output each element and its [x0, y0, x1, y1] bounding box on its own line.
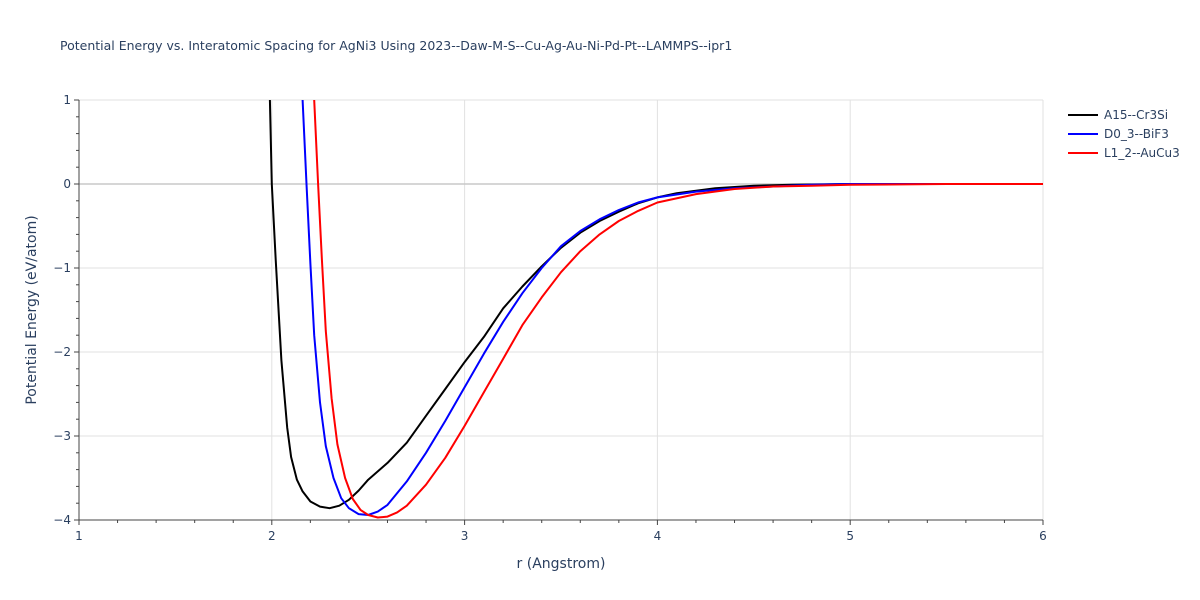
x-tick-label: 4	[654, 529, 662, 543]
y-tick-label: −2	[53, 345, 71, 359]
y-tick-label: −1	[53, 261, 71, 275]
legend[interactable]: A15--Cr3Si D0_3--BiF3 L1_2--AuCu3	[1068, 108, 1180, 160]
legend-label: D0_3--BiF3	[1104, 127, 1169, 141]
y-tick-labels: 1 0 −1 −2 −3 −4	[53, 93, 71, 527]
legend-item[interactable]: A15--Cr3Si	[1068, 108, 1168, 122]
legend-item[interactable]: D0_3--BiF3	[1068, 127, 1169, 141]
legend-label: A15--Cr3Si	[1104, 108, 1168, 122]
chart-title: Potential Energy vs. Interatomic Spacing…	[60, 38, 732, 53]
y-tick-label: −3	[53, 429, 71, 443]
y-tick-label: −4	[53, 513, 71, 527]
y-axis-title: Potential Energy (eV/atom)	[24, 215, 40, 404]
axes	[74, 99, 1044, 525]
legend-item[interactable]: L1_2--AuCu3	[1068, 146, 1180, 160]
grid	[79, 99, 1044, 520]
x-tick-label: 3	[461, 529, 469, 543]
legend-label: L1_2--AuCu3	[1104, 146, 1180, 160]
series-line-d0-3-bif3	[301, 100, 1043, 516]
series-line-l1-2-aucu3	[313, 100, 1043, 519]
x-tick-label: 6	[1039, 529, 1047, 543]
x-tick-label: 1	[75, 529, 83, 543]
x-tick-labels: 1 2 3 4 5 6	[75, 529, 1047, 543]
series-lines	[268, 100, 1043, 519]
y-tick-label: 1	[63, 93, 71, 107]
x-tick-label: 2	[268, 529, 276, 543]
x-tick-label: 5	[846, 529, 854, 543]
x-axis-title: r (Angstrom)	[517, 556, 606, 572]
y-tick-label: 0	[63, 177, 71, 191]
